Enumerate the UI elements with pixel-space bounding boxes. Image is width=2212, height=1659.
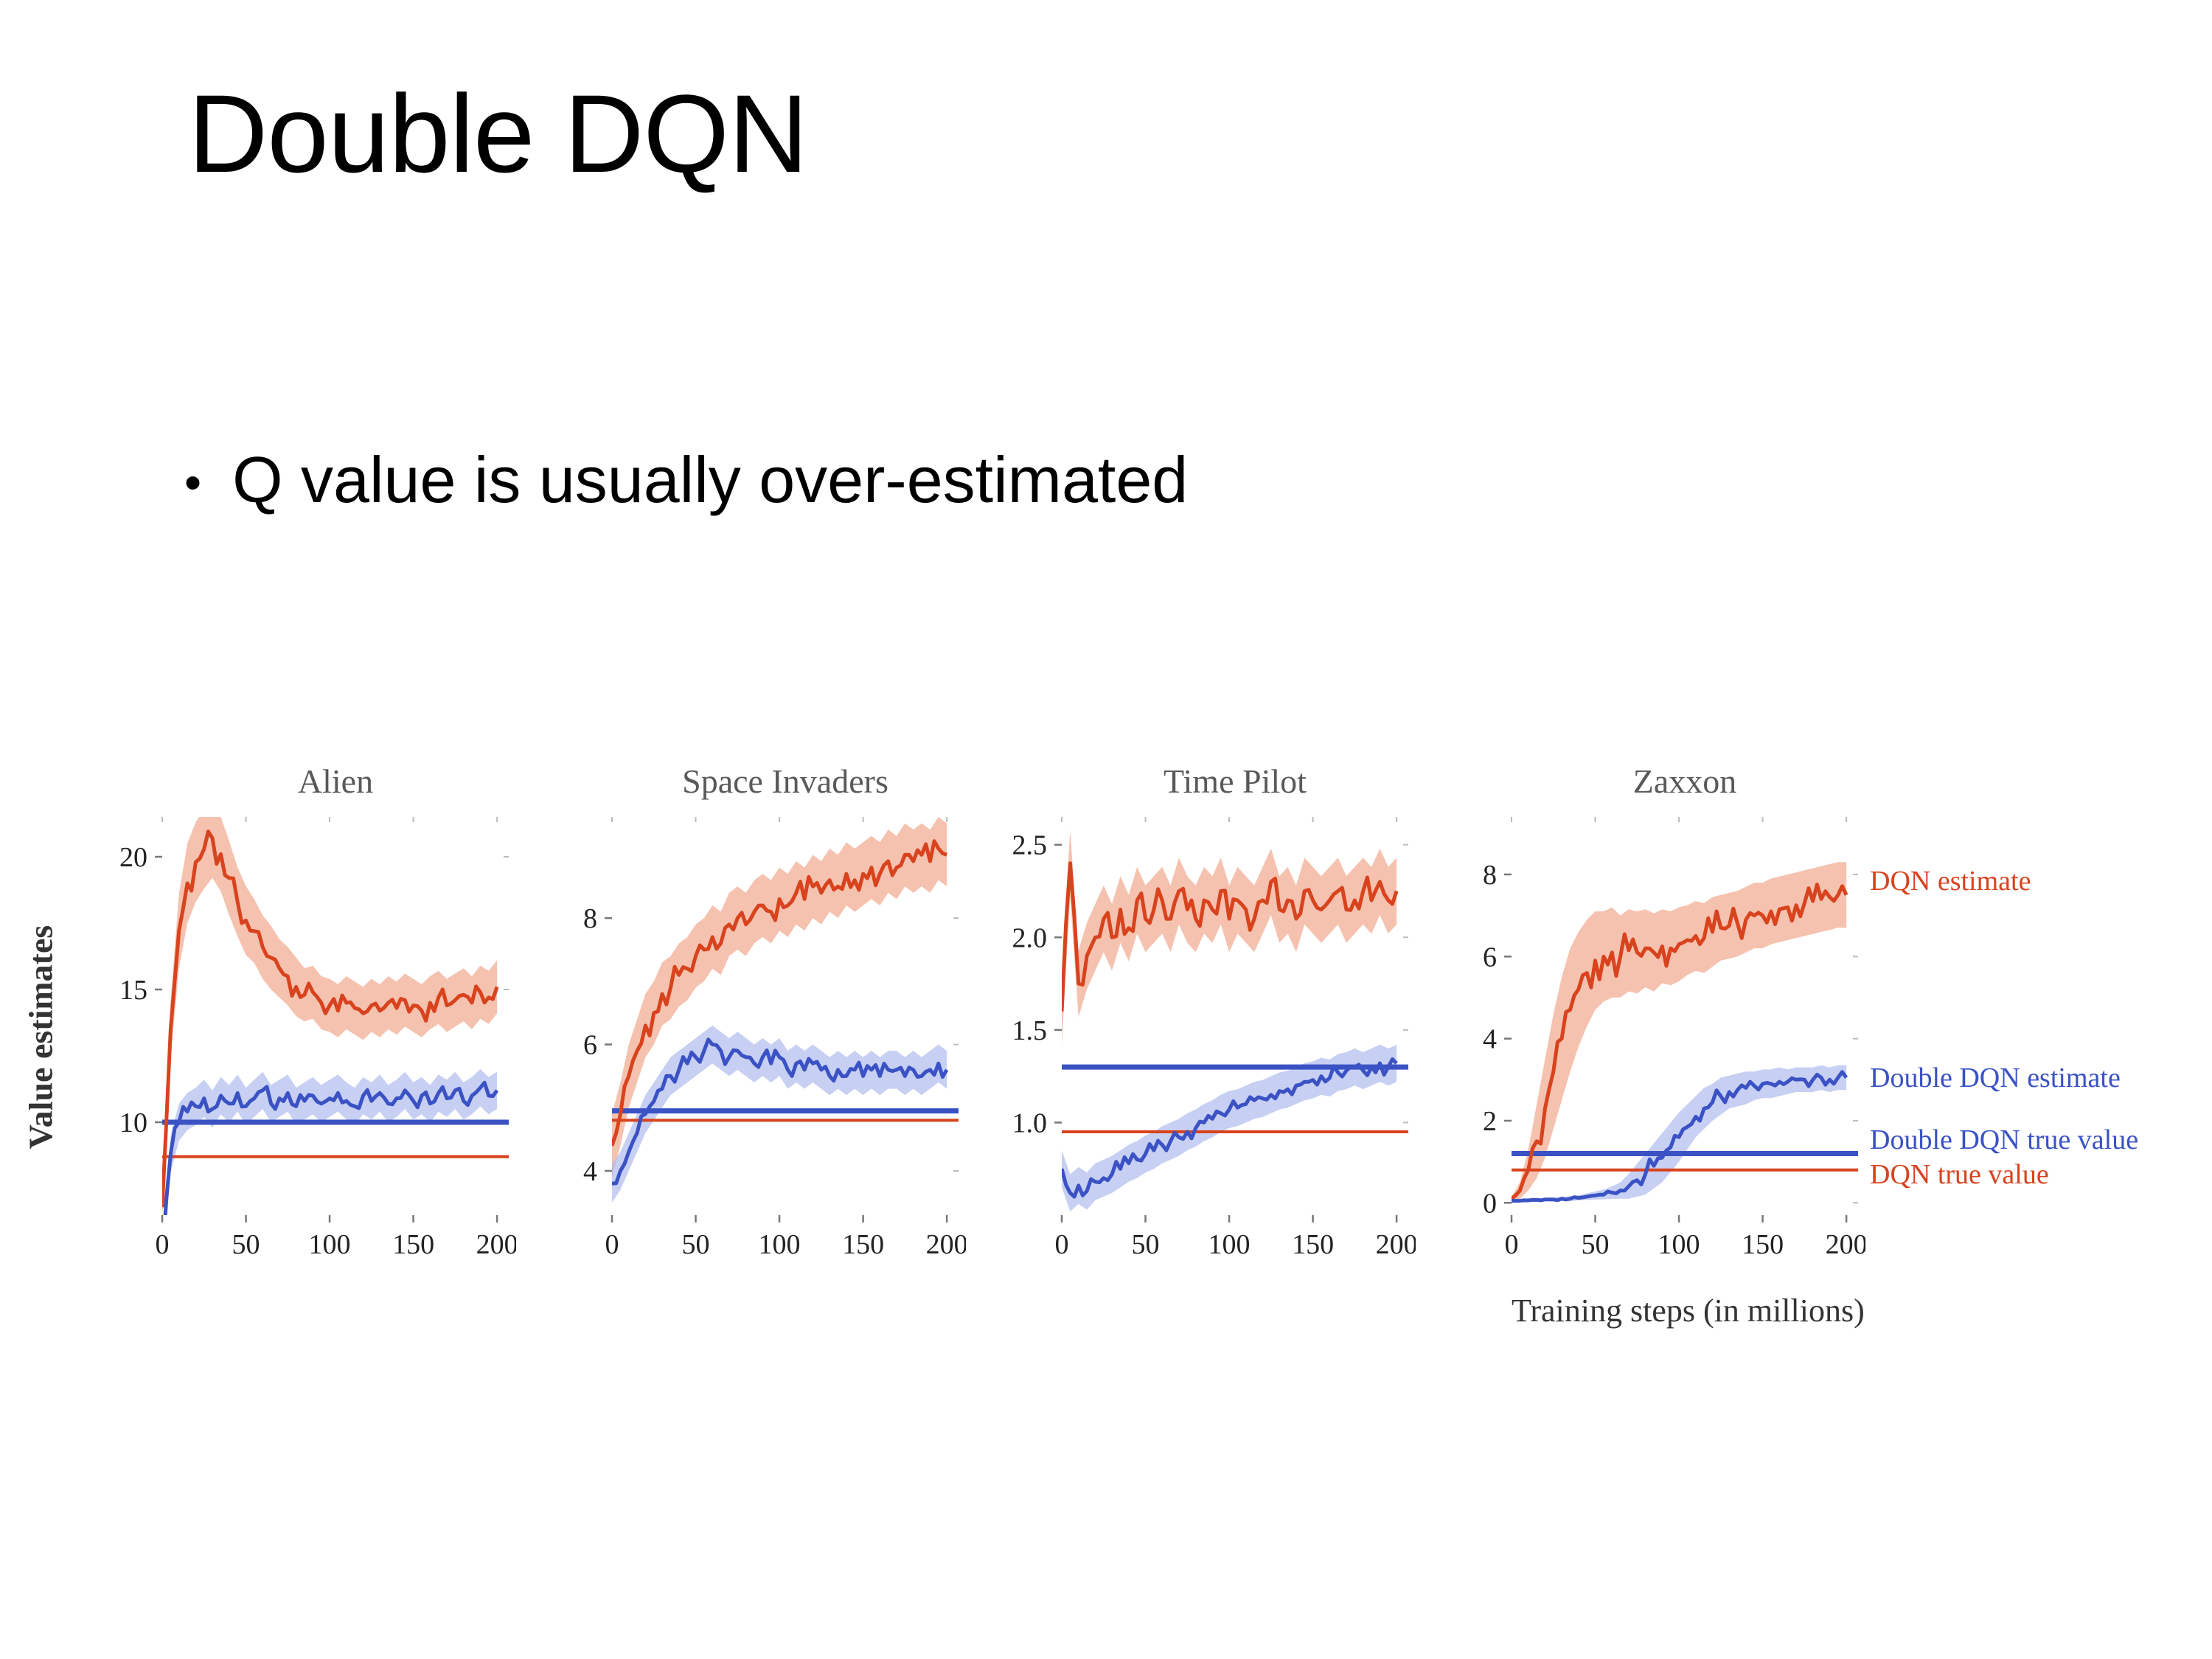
svg-text:6: 6 <box>583 1030 597 1061</box>
svg-text:6: 6 <box>1483 942 1497 973</box>
figure: Value estimates Alien 10 15 20 0 50 100 150 200… <box>15 759 2212 1329</box>
svg-text:4: 4 <box>583 1156 597 1187</box>
svg-text:8: 8 <box>1483 860 1497 891</box>
chart-title-space-invaders: Space Invaders <box>682 762 888 800</box>
svg-text:0: 0 <box>1505 1229 1519 1260</box>
svg-text:0: 0 <box>156 1229 170 1260</box>
svg-text:50: 50 <box>1132 1229 1160 1260</box>
svg-text:4: 4 <box>1483 1024 1497 1055</box>
svg-text:8: 8 <box>583 903 597 934</box>
svg-text:150: 150 <box>842 1229 884 1260</box>
chart-zaxxon: Zaxxon 0 2 4 6 8 0 50 100 150 200 <box>1416 759 1865 1267</box>
svg-text:200: 200 <box>1376 1229 1416 1260</box>
bullet-text: Q value is usually over-estimated <box>232 443 1189 516</box>
chart-alien: Alien 10 15 20 0 50 100 150 200 <box>66 759 516 1267</box>
legend: DQN estimate Double DQN estimate Double DQ… <box>1865 807 2212 1267</box>
bullet-item: • Q value is usually over-estimated <box>184 442 1188 518</box>
svg-text:10: 10 <box>119 1107 147 1138</box>
svg-text:2: 2 <box>1483 1106 1497 1137</box>
legend-dqn-true-value: DQN true value <box>1870 1159 2049 1191</box>
slide-title: Double DQN <box>188 72 808 195</box>
svg-text:100: 100 <box>309 1229 351 1260</box>
svg-text:150: 150 <box>392 1229 434 1260</box>
svg-text:0: 0 <box>1055 1229 1069 1260</box>
svg-text:1.5: 1.5 <box>1012 1015 1048 1046</box>
chart-title-zaxxon: Zaxxon <box>1632 762 1737 800</box>
y-axis-label: Value estimates <box>15 807 66 1267</box>
svg-text:0: 0 <box>605 1229 619 1260</box>
svg-text:100: 100 <box>1208 1229 1251 1260</box>
svg-text:150: 150 <box>1742 1229 1784 1260</box>
chart-plot-zaxxon: 0 2 4 6 8 0 50 100 150 200 <box>1483 817 1865 1260</box>
y-axis-label-text: Value estimates <box>21 925 60 1150</box>
svg-text:200: 200 <box>926 1229 966 1260</box>
legend-double-dqn-true-value: Double DQN true value <box>1870 1124 2139 1155</box>
legend-double-dqn-estimate: Double DQN estimate <box>1870 1062 2121 1094</box>
chart-plot-space-invaders: 4 6 8 0 50 100 150 200 <box>583 817 966 1260</box>
chart-title-alien: Alien <box>297 762 374 800</box>
chart-space-invaders: Space Invaders 4 6 8 0 50 100 150 200 <box>516 759 966 1267</box>
svg-text:200: 200 <box>1826 1229 1865 1260</box>
chart-title-time-pilot: Time Pilot <box>1164 762 1307 800</box>
svg-text:2.5: 2.5 <box>1012 830 1048 861</box>
bullet-marker: • <box>184 455 202 509</box>
svg-text:15: 15 <box>119 975 147 1006</box>
legend-dqn-estimate: DQN estimate <box>1870 866 2031 897</box>
svg-text:50: 50 <box>1582 1229 1610 1260</box>
svg-text:50: 50 <box>682 1229 710 1260</box>
svg-text:200: 200 <box>476 1229 516 1260</box>
svg-text:150: 150 <box>1292 1229 1334 1260</box>
chart-time-pilot: Time Pilot 1.0 1.5 2.0 2.5 0 50 100 150 200 <box>966 759 1416 1267</box>
svg-text:1.0: 1.0 <box>1012 1107 1048 1138</box>
chart-plot-time-pilot: 1.0 1.5 2.0 2.5 0 50 100 150 200 <box>1012 817 1416 1260</box>
svg-text:2.0: 2.0 <box>1012 922 1048 953</box>
svg-text:50: 50 <box>232 1229 260 1260</box>
svg-text:100: 100 <box>759 1229 801 1260</box>
svg-text:100: 100 <box>1658 1229 1700 1260</box>
svg-text:20: 20 <box>119 842 147 873</box>
svg-text:0: 0 <box>1483 1188 1497 1219</box>
x-axis-label: Training steps (in millions) <box>1512 1293 1865 1329</box>
